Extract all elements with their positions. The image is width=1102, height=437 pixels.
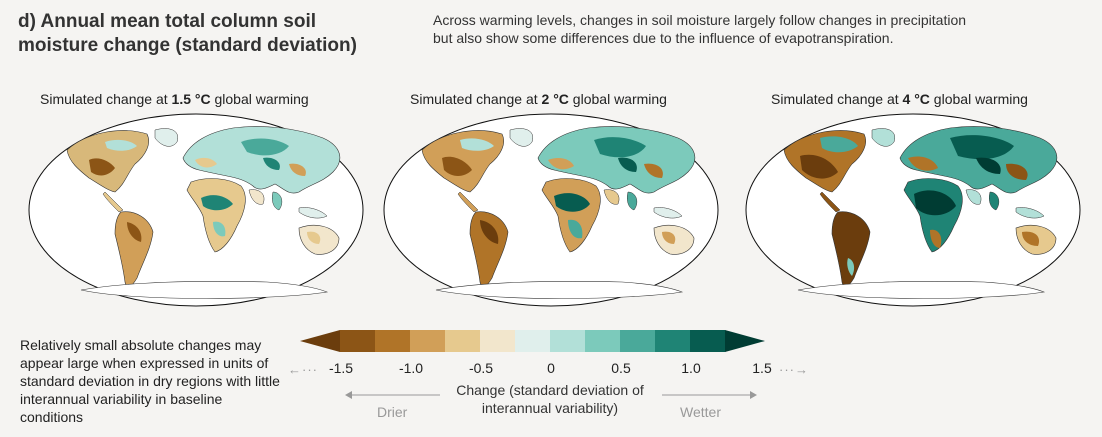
map-2 [383,113,719,307]
colorbar-segment [410,330,446,352]
panel-label-2: Simulated change at 2 °C global warming [410,91,667,107]
colorbar-segment [515,330,551,352]
tick-label: -1.0 [398,360,424,376]
colorbar-segment [690,330,726,352]
colorbar [300,330,765,352]
figure-title: d) Annual mean total column soil moistur… [18,11,357,56]
colorbar-high-end [725,330,765,352]
panel-label-1p5: Simulated change at 1.5 °C global warmin… [40,91,309,107]
colorbar-low-end [300,330,340,352]
left-dotted-arrow: ←··· [288,362,318,377]
tick-label: -1.5 [328,360,354,376]
colorbar-label: Change (standard deviation of interannua… [456,382,644,416]
tick-label: 1.5 [752,360,772,376]
drier-label: Drier [377,404,408,420]
tick-label: -0.5 [468,360,494,376]
tick-label: 0.5 [611,360,631,376]
colorbar-segment [340,330,376,352]
right-dotted-arrow: ···→ [779,362,809,377]
map-1p5 [28,113,364,307]
tick-label: 1.0 [681,360,701,376]
colorbar-segment [550,330,586,352]
colorbar-segment [445,330,481,352]
colorbar-segment [655,330,691,352]
wetter-label: Wetter [680,404,721,420]
tick-label: 0 [547,360,555,376]
colorbar-segment [375,330,411,352]
map-4 [745,113,1081,307]
bottom-note: Relatively small absolute changes may ap… [20,337,280,425]
drier-arrow-icon [345,391,440,399]
colorbar-segment [620,330,656,352]
panel-label-4: Simulated change at 4 °C global warming [771,91,1028,107]
colorbar-segment [585,330,621,352]
wetter-arrow-icon [662,391,757,399]
colorbar-segment [480,330,516,352]
figure-note: Across warming levels, changes in soil m… [433,12,967,46]
